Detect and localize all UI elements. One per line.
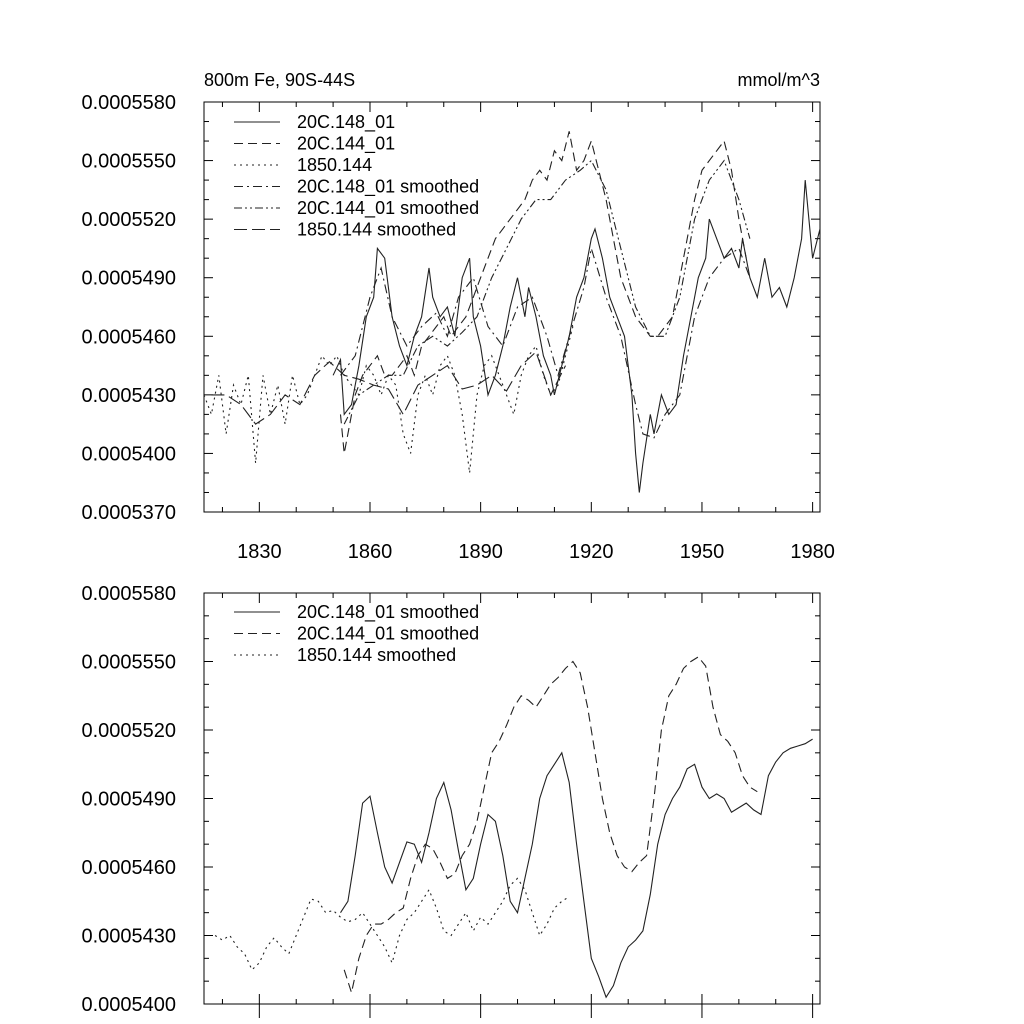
series-line-2 [214,877,570,971]
legend-label: 1850.144 smoothed [297,220,456,240]
legend-label: 20C.144_01 [297,134,395,155]
y-tick-label: 0.0005550 [81,151,176,173]
y-tick-label: 0.0005580 [81,583,176,605]
y-tick-label: 0.0005430 [81,926,176,948]
legend-label: 20C.148_01 smoothed [297,602,479,623]
y-tick-label: 0.0005550 [81,652,176,674]
plot-frame [203,101,821,513]
series-line-3 [340,247,751,439]
units-label: mmol/m^3 [738,70,820,90]
series-line-1 [343,656,758,995]
series-line-5 [211,350,566,425]
chart-title: 800m Fe, 90S-44S [204,70,355,90]
legend-label: 20C.144_01 smoothed [297,624,479,645]
series-line-4 [343,159,751,425]
bottom-panel: 0.0005400 0.0005430 0.0005460 0.0005490 0.00… [81,583,821,1018]
series-line-0 [332,180,820,493]
y-tick-label: 0.0005460 [81,857,176,879]
legend-label: 20C.148_01 [297,112,395,133]
legend-label: 20C.148_01 smoothed [297,177,479,198]
y-tick-label: 0.0005520 [81,720,176,742]
y-tick-label: 0.0005460 [81,326,176,348]
y-tick-label: 0.0005370 [81,502,176,524]
series-line-2 [204,326,574,474]
series-line-1 [339,131,747,454]
x-tick-label: 1980 [790,541,835,563]
y-tick-label: 0.0005520 [81,209,176,231]
y-tick-label: 0.0005430 [81,385,176,407]
series-line-0 [340,738,813,999]
x-tick-label: 1860 [348,541,393,563]
y-tick-label: 0.0005490 [81,789,176,811]
legend-label: 1850.144 [297,155,372,175]
y-tick-label: 0.0005400 [81,994,176,1016]
legend-label: 20C.144_01 smoothed [297,198,479,219]
y-tick-label: 0.0005580 [81,92,176,114]
x-tick-label: 1890 [458,541,503,563]
x-tick-label: 1950 [680,541,725,563]
top-panel: 800m Fe, 90S-44S mmol/m^3 0.0005370 0.000… [81,70,834,563]
x-tick-label: 1920 [569,541,614,563]
y-tick-label: 0.0005400 [81,443,176,465]
legend-label: 1850.144 smoothed [297,645,456,665]
x-tick-label: 1830 [237,541,282,563]
y-tick-label: 0.0005490 [81,268,176,290]
